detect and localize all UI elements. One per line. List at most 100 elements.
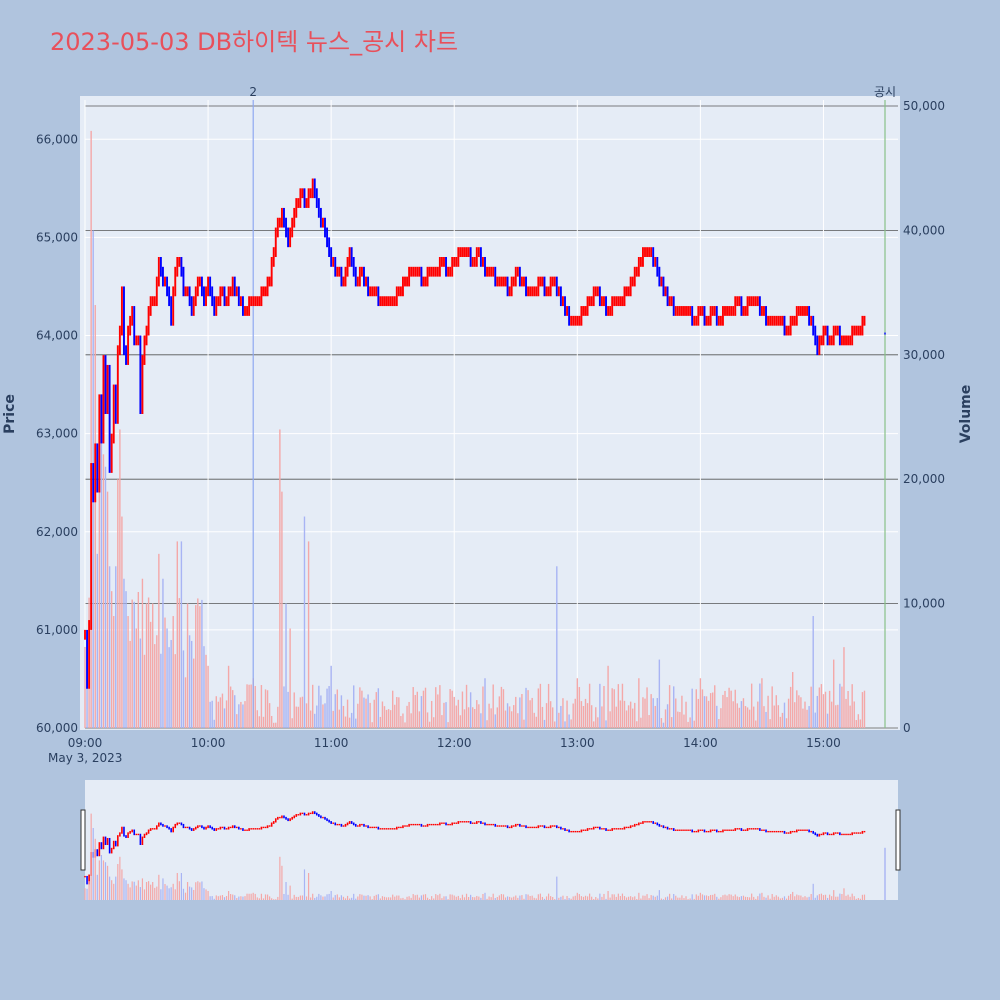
- volume-bar: [203, 646, 205, 728]
- volume-bar: [463, 709, 466, 728]
- candle-down: [445, 257, 447, 277]
- mini-volume-bar: [106, 865, 109, 900]
- candle-down: [812, 315, 815, 336]
- mini-candle: [568, 829, 570, 833]
- mini-volume-bar: [219, 895, 221, 900]
- mini-candle: [512, 825, 515, 827]
- candle-down: [233, 276, 236, 297]
- volume-bar: [279, 429, 281, 728]
- mini-candle: [746, 828, 749, 831]
- volume-bar: [789, 686, 792, 728]
- mini-candle: [638, 822, 640, 826]
- volume-bar: [607, 665, 609, 728]
- mini-volume-bar: [644, 895, 646, 900]
- candle-up: [406, 276, 409, 287]
- mini-volume-bar: [650, 895, 652, 900]
- range-slider-handle-left[interactable]: [80, 809, 86, 871]
- volume-bar: [748, 709, 751, 728]
- candle-up: [98, 394, 101, 493]
- candle-up: [451, 257, 454, 277]
- candle-up: [572, 315, 575, 326]
- candle-up: [131, 306, 134, 326]
- mini-candle: [155, 825, 158, 830]
- volume-bar: [291, 718, 293, 728]
- candle-up: [646, 247, 649, 257]
- candle-up: [404, 276, 406, 287]
- volume-bar: [773, 705, 775, 728]
- mini-volume-bar: [459, 898, 461, 900]
- mini-candle: [338, 823, 341, 826]
- volume-bar: [94, 305, 96, 728]
- candle-up: [529, 286, 532, 297]
- mini-candle: [260, 826, 263, 830]
- candle-up: [186, 286, 189, 297]
- mini-candle: [810, 830, 812, 833]
- volume-bar: [330, 665, 332, 728]
- mini-volume-bar: [182, 888, 185, 900]
- mini-volume-bar: [710, 894, 712, 900]
- mini-volume-bar: [178, 881, 180, 900]
- volume-bar: [387, 709, 390, 728]
- mini-volume-bar: [744, 896, 747, 900]
- mini-candle: [139, 833, 142, 845]
- volume-bar: [365, 698, 367, 728]
- candle-up: [744, 306, 747, 316]
- candle-up: [301, 188, 304, 199]
- mini-candle: [781, 830, 784, 833]
- volume-bar: [863, 690, 866, 728]
- mini-volume-bar: [541, 896, 544, 900]
- volume-bar: [383, 706, 386, 728]
- mini-candle: [400, 826, 402, 829]
- volume-bar: [201, 599, 203, 728]
- volume-bar: [621, 683, 624, 728]
- candle-down: [656, 257, 659, 277]
- mini-candle: [633, 823, 636, 827]
- range-slider-handle-right[interactable]: [895, 809, 901, 871]
- candle-down: [123, 286, 125, 356]
- mini-volume-bar: [818, 894, 820, 900]
- mini-candle: [592, 826, 595, 830]
- candle-down: [703, 306, 706, 326]
- volume-bar: [340, 695, 343, 728]
- mini-candle: [254, 828, 257, 830]
- mini-volume-bar: [562, 895, 564, 900]
- candle-up: [545, 286, 548, 297]
- candle-up: [705, 315, 708, 326]
- mini-candle: [635, 823, 638, 826]
- candle-up: [395, 286, 398, 307]
- mini-candle: [215, 828, 218, 831]
- mini-volume-bar: [494, 898, 496, 900]
- candle-up: [428, 266, 431, 277]
- mini-volume-bar: [318, 893, 320, 900]
- mini-candle: [194, 826, 197, 830]
- mini-candle: [668, 828, 671, 830]
- candle-up: [799, 306, 802, 316]
- mini-volume-bar: [115, 876, 117, 900]
- mini-candle: [535, 826, 538, 829]
- candle-up: [440, 257, 443, 267]
- price-tick-label: 64,000: [36, 329, 78, 343]
- candle-down: [568, 306, 571, 326]
- mini-candle: [313, 811, 316, 815]
- candle-down: [469, 247, 472, 267]
- candle-up: [412, 266, 415, 277]
- volume-bar: [629, 701, 632, 728]
- candle-up: [644, 247, 646, 257]
- mini-candle: [102, 836, 105, 850]
- volume-bar: [408, 701, 410, 728]
- mini-volume-bar: [451, 894, 453, 900]
- mini-candle: [603, 828, 605, 830]
- mini-volume-bar: [433, 898, 435, 900]
- range-slider[interactable]: [85, 780, 898, 900]
- mini-volume-bar: [262, 898, 265, 900]
- volume-bar: [160, 653, 162, 728]
- volume-bar: [209, 701, 211, 728]
- volume-bar: [193, 658, 195, 728]
- mini-candle: [619, 828, 622, 830]
- candle-up: [481, 257, 484, 267]
- mini-volume-bar: [482, 893, 484, 900]
- volume-bar: [640, 717, 642, 728]
- volume-bar: [720, 708, 722, 728]
- volume-bar: [738, 707, 741, 728]
- mini-candle: [551, 825, 554, 827]
